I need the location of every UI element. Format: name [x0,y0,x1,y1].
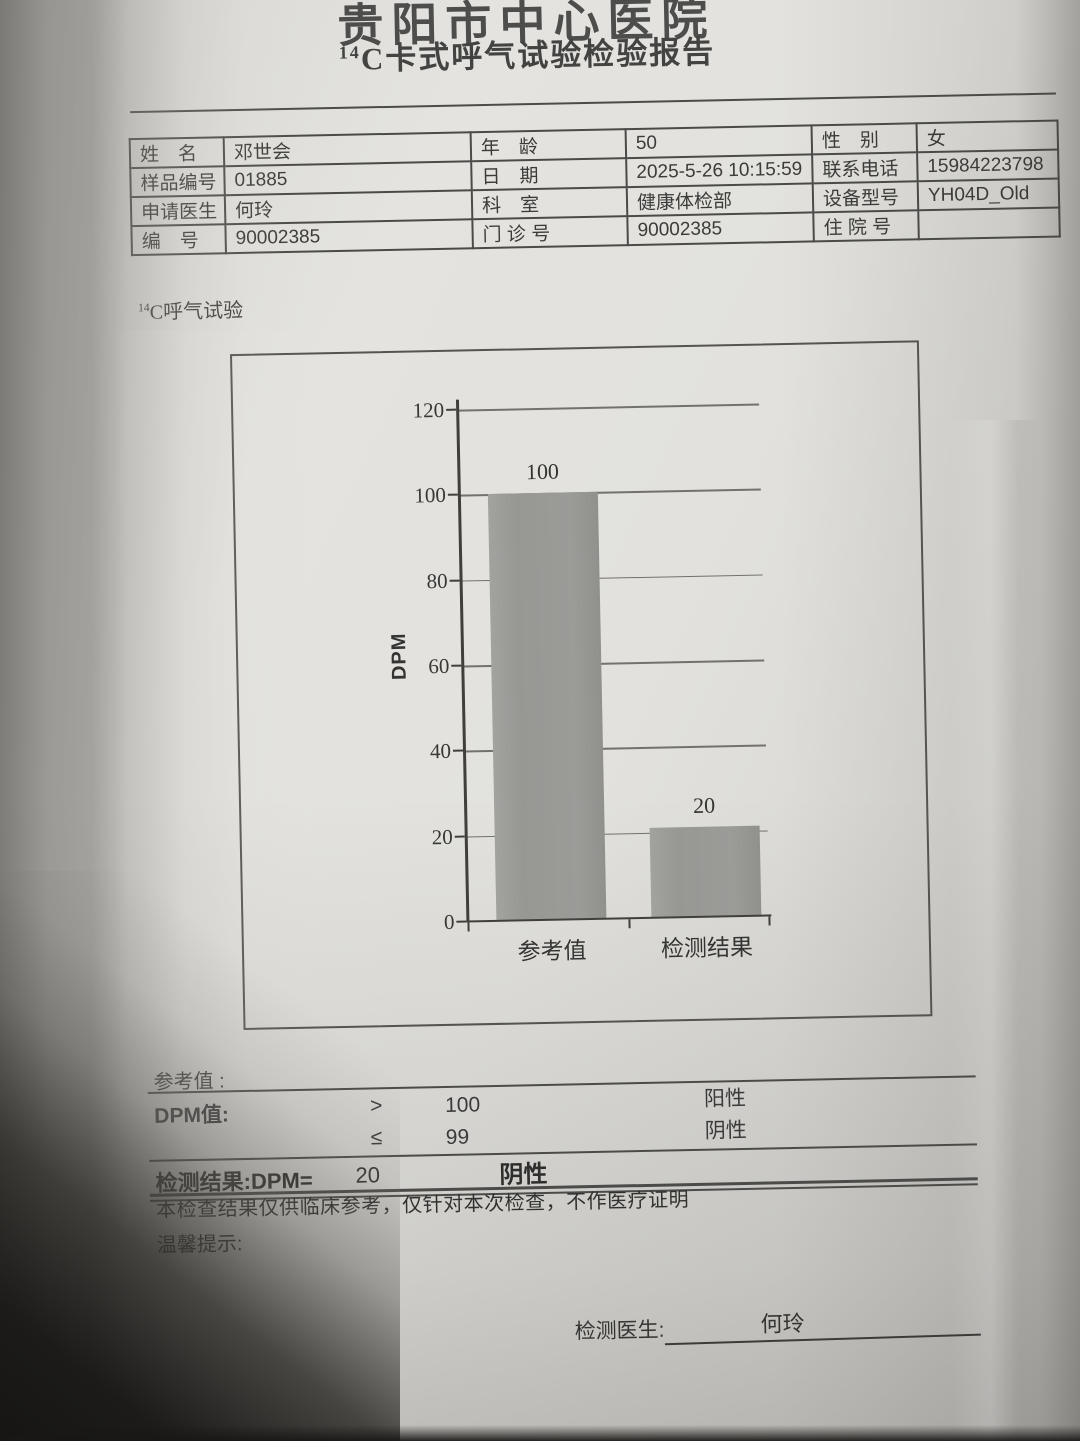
y-axis [455,399,469,922]
result-positive-label: 阳性 [703,1086,747,1111]
y-tick [454,835,465,838]
chart-plot-area: 100 20 120 100 80 60 40 20 [412,398,772,964]
threshold-negative: 99 [445,1125,470,1149]
x-tick [467,922,470,932]
operator-lessequal: ≤ [370,1126,383,1150]
y-tick-label: 120 [412,397,445,423]
reference-rule [149,1143,978,1162]
y-tick-label: 80 [426,568,448,593]
isotope-superscript: 14 [137,301,150,315]
report-title-text: C卡式呼气试验检验报告 [360,34,716,77]
category-label-reference: 参考值 [517,938,587,965]
threshold-positive: 100 [444,1093,481,1117]
isotope-superscript: 14 [338,42,361,63]
cell-doctor-label: 申请医生 [130,195,226,227]
category-label-result: 检测结果 [660,934,754,962]
cell-sex-value: 女 [916,120,1059,153]
cell-outpatient-value: 90002385 [627,212,814,246]
cell-outpatient-label: 门 诊 号 [472,216,628,249]
cell-sex-label: 性 别 [811,123,918,155]
patient-table: 姓 名 邓世会 年 龄 50 性 别 女 样品编号 01885 日 期 2025… [129,119,1061,256]
cell-age-value: 50 [625,125,813,159]
y-tick [452,749,464,753]
cell-inpatient-label: 住 院 号 [813,210,919,242]
y-tick [449,579,460,582]
x-tick [768,916,771,926]
bar-reference-value [487,492,607,921]
bar-test-result [649,826,762,918]
cell-phone-label: 联系电话 [812,152,918,184]
y-tick [456,920,467,923]
cell-department-value: 健康体检部 [626,183,814,217]
operator-greater: > [369,1094,383,1118]
reference-rule [147,1075,976,1094]
cell-department-label: 科 室 [471,187,628,220]
y-tick-label: 0 [443,909,455,934]
section-title: 14C呼气试验 [138,294,243,325]
cell-number-value: 90002385 [225,219,473,254]
cell-device-label: 设备型号 [812,181,919,213]
x-tick [627,919,631,929]
y-tick-label: 40 [429,739,452,764]
bar-value-label: 100 [525,458,560,485]
bar-value-label: 20 [692,792,716,819]
section-title-text: C呼气试验 [149,299,244,324]
dpm-row-label: DPM值: [154,1103,230,1128]
cell-inpatient-value [918,207,1060,240]
cell-date-value: 2025-5-26 10:15:59 [626,154,813,188]
y-tick-label: 20 [431,824,453,849]
signature-line [664,1333,981,1346]
chart-frame: DPM 100 20 [229,340,933,1031]
y-tick-label: 60 [428,653,450,679]
cell-number-label: 编 号 [131,224,226,256]
result-negative-label: 阴性 [704,1118,747,1143]
y-tick [446,408,457,411]
test-result-value: 20 [355,1162,381,1188]
doctor-label: 检测医生: [574,1318,665,1344]
cell-date-label: 日 期 [471,158,627,191]
test-result-verdict: 阴性 [499,1160,548,1189]
y-tick-label: 100 [414,483,447,508]
reference-section: 参考值 : DPM值: > 100 阳性 ≤ 99 阴性 检测结果:DPM= 2… [147,1049,978,1202]
cell-phone-value: 15984223798 [917,149,1059,182]
cell-device-value: YH04D_Old [917,178,1060,211]
cell-age-label: 年 龄 [470,129,627,162]
header-rule [130,92,1056,114]
y-tick [451,664,462,667]
gridline [458,403,760,412]
cell-sample-label: 样品编号 [130,166,225,198]
y-tick [447,493,458,497]
tips-label: 温馨提示: [156,1233,243,1257]
doctor-name: 何玲 [760,1310,805,1337]
cell-name-label: 姓 名 [129,137,225,169]
